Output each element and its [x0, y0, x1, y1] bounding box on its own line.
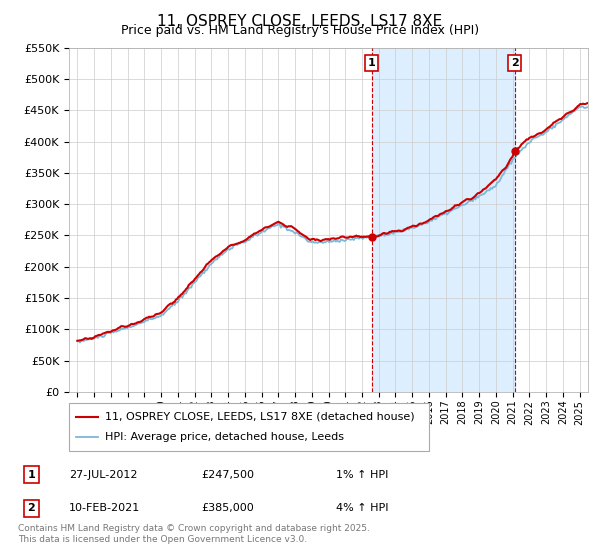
Text: 2: 2 — [28, 503, 35, 513]
Text: 10-FEB-2021: 10-FEB-2021 — [69, 503, 140, 513]
Text: 11, OSPREY CLOSE, LEEDS, LS17 8XE: 11, OSPREY CLOSE, LEEDS, LS17 8XE — [157, 14, 443, 29]
Bar — [371, 48, 515, 392]
Text: Contains HM Land Registry data © Crown copyright and database right 2025.: Contains HM Land Registry data © Crown c… — [18, 524, 370, 533]
Text: 2: 2 — [511, 58, 518, 68]
Text: £385,000: £385,000 — [201, 503, 254, 513]
Text: 1% ↑ HPI: 1% ↑ HPI — [336, 470, 388, 479]
Text: 11, OSPREY CLOSE, LEEDS, LS17 8XE (detached house): 11, OSPREY CLOSE, LEEDS, LS17 8XE (detac… — [105, 412, 415, 422]
Text: Price paid vs. HM Land Registry's House Price Index (HPI): Price paid vs. HM Land Registry's House … — [121, 24, 479, 36]
FancyBboxPatch shape — [69, 403, 429, 451]
Text: 1: 1 — [368, 58, 376, 68]
Text: 4% ↑ HPI: 4% ↑ HPI — [336, 503, 389, 513]
Text: £247,500: £247,500 — [201, 470, 254, 479]
Text: This data is licensed under the Open Government Licence v3.0.: This data is licensed under the Open Gov… — [18, 535, 307, 544]
Text: 1: 1 — [28, 470, 35, 479]
Text: 27-JUL-2012: 27-JUL-2012 — [69, 470, 137, 479]
Text: HPI: Average price, detached house, Leeds: HPI: Average price, detached house, Leed… — [105, 432, 344, 442]
